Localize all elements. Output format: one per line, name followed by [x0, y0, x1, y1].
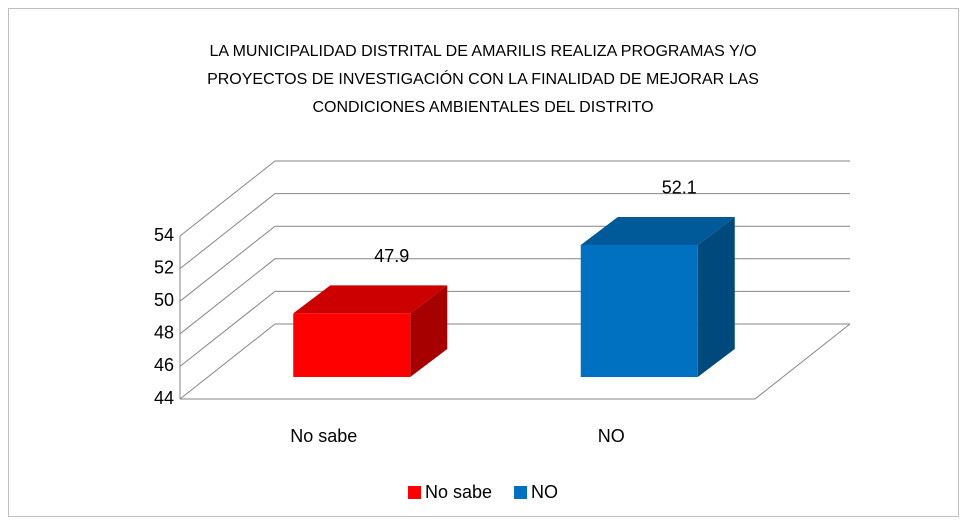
- x-tick-label: NO: [598, 426, 625, 446]
- data-label: 47.9: [374, 246, 409, 266]
- y-tick-label: 54: [154, 225, 174, 245]
- y-tick-label: 44: [154, 388, 174, 408]
- y-tick-label: 52: [154, 257, 174, 277]
- chart-title: CONDICIONES AMBIENTALES DEL DISTRITO: [312, 99, 653, 116]
- y-tick-label: 46: [154, 355, 174, 375]
- data-label: 52.1: [662, 178, 697, 198]
- bar-side: [410, 285, 448, 377]
- chart-title: LA MUNICIPALIDAD DISTRITAL DE AMARILIS R…: [209, 43, 756, 60]
- y-tick-label: 48: [154, 323, 174, 343]
- chart-border: [8, 8, 959, 517]
- grid-line: [179, 193, 850, 269]
- legend-swatch: [514, 486, 528, 499]
- bar-side: [697, 216, 735, 377]
- chart-title: PROYECTOS DE INVESTIGACIÓN CON LA FINALI…: [207, 69, 759, 88]
- bar-top: [293, 285, 448, 314]
- legend-label: NO: [531, 482, 558, 502]
- x-tick-label: No sabe: [290, 426, 357, 446]
- bar-top: [580, 216, 735, 245]
- legend-swatch: [408, 486, 421, 499]
- grid-line: [179, 160, 850, 237]
- floor-edge: [180, 323, 851, 400]
- y-tick-label: 50: [154, 290, 174, 310]
- bar: [580, 244, 698, 377]
- legend-label: No sabe: [425, 482, 492, 502]
- bar: [293, 313, 411, 377]
